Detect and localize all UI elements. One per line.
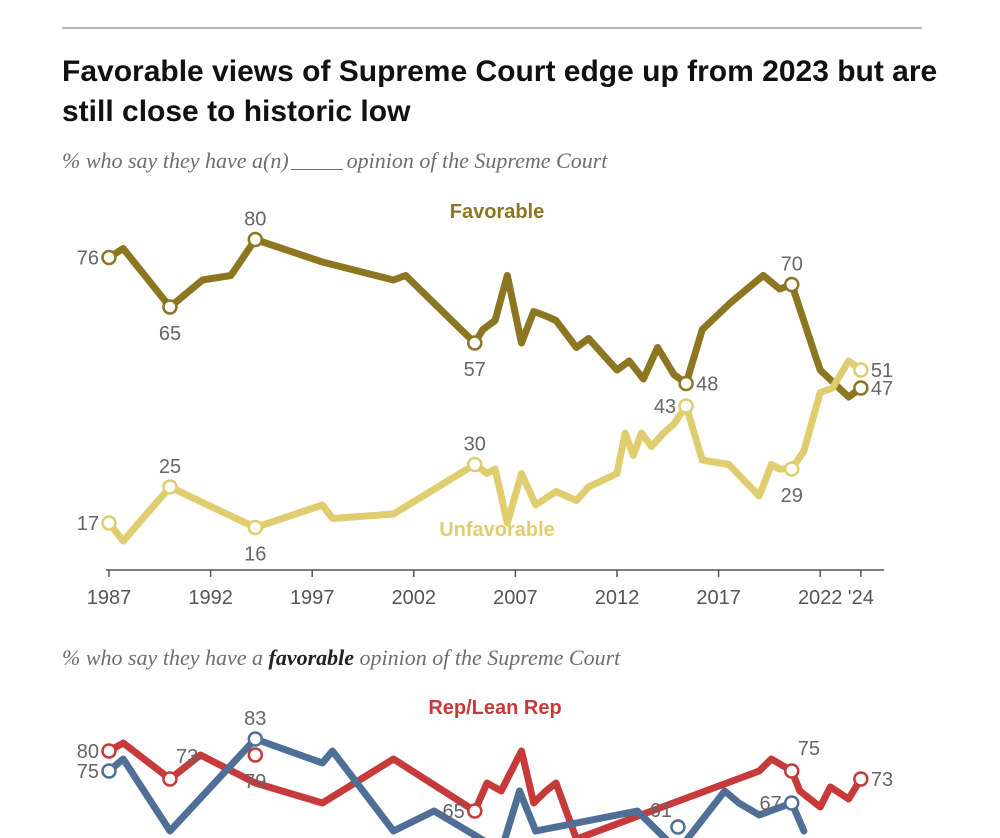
data-label-favorable: 70 — [781, 254, 803, 276]
data-point-unfavorable — [162, 479, 178, 495]
data-point-favorable — [467, 335, 483, 351]
subtitle-text-before: % who say they have a(n) — [62, 148, 289, 173]
series-line-unfavorable — [105, 357, 865, 545]
series-label-unfavorable: Unfavorable — [439, 519, 555, 541]
data-point-unfavorable — [467, 456, 483, 473]
data-point-unfavorable — [678, 398, 694, 414]
data-label-rep-lean-rep: 73 — [176, 746, 198, 768]
data-label-rep-lean-rep: 65 — [443, 801, 465, 823]
data-point-favorable — [162, 299, 178, 315]
x-tick-label: '24 — [848, 587, 874, 609]
data-label-unfavorable: 30 — [464, 434, 486, 456]
data-point-dem-lean-dem — [670, 819, 686, 835]
x-tick-label: 2022 — [798, 587, 843, 609]
data-label-unfavorable: 16 — [244, 544, 266, 566]
data-label-unfavorable: 17 — [77, 513, 99, 535]
data-point-unfavorable — [784, 461, 800, 477]
series-line-dem-lean-dem — [105, 735, 808, 838]
data-point-rep-lean-rep — [784, 763, 800, 779]
data-label-rep-lean-rep: 79 — [244, 771, 266, 793]
data-label-unfavorable: 25 — [159, 456, 181, 478]
data-point-favorable — [853, 380, 869, 396]
data-point-favorable — [678, 375, 694, 392]
data-point-rep-lean-rep — [101, 743, 117, 759]
data-label-rep-lean-rep: 73 — [871, 769, 893, 791]
data-point-unfavorable — [853, 362, 869, 378]
data-label-unfavorable: 43 — [654, 396, 676, 418]
data-label-unfavorable: 29 — [781, 485, 803, 507]
data-point-unfavorable — [247, 519, 264, 536]
chart2-subtitle: % who say they have a favorable opinion … — [62, 645, 620, 671]
x-tick-label: 1992 — [188, 587, 233, 609]
data-point-unfavorable — [101, 515, 117, 531]
x-tick-label: 2012 — [595, 587, 640, 609]
series-label-rep: Rep/Lean Rep — [428, 697, 561, 719]
x-tick-label: 2002 — [392, 587, 437, 609]
chart-title: Favorable views of Supreme Court edge up… — [62, 55, 938, 128]
data-point-favorable — [247, 231, 264, 248]
x-tick-label: 2007 — [493, 587, 538, 609]
data-point-favorable — [101, 249, 117, 266]
subtitle2-text-after: opinion of the Supreme Court — [354, 645, 621, 670]
data-label-favorable: 48 — [696, 374, 718, 396]
data-label-favorable: 80 — [244, 209, 266, 231]
data-label-dem-lean-dem: 83 — [244, 708, 266, 730]
data-label-unfavorable: 51 — [871, 360, 893, 382]
data-point-dem-lean-dem — [247, 731, 264, 747]
data-point-rep-lean-rep — [162, 771, 178, 787]
data-point-favorable — [784, 276, 800, 293]
x-tick-label: 1997 — [290, 587, 335, 609]
chart-favorability-by-party: 80 73 79 65 75 73 75 83 61 67 — [77, 708, 893, 838]
x-tick-label: 1987 — [87, 587, 132, 609]
data-point-rep-lean-rep — [467, 803, 483, 819]
data-point-dem-lean-dem — [101, 763, 117, 779]
data-label-favorable: 76 — [77, 248, 99, 270]
x-tick-label: 2017 — [696, 587, 741, 609]
data-label-favorable: 65 — [159, 323, 181, 345]
subtitle-text-after: opinion of the Supreme Court — [346, 148, 608, 173]
top-rule — [62, 27, 922, 29]
data-point-rep-lean-rep — [853, 771, 869, 787]
subtitle2-bold: favorable — [268, 645, 355, 670]
subtitle2-text-before: % who say they have a — [62, 645, 269, 670]
data-point-rep-lean-rep — [247, 747, 264, 763]
data-label-rep-lean-rep: 80 — [77, 741, 99, 763]
data-label-rep-lean-rep: 75 — [798, 738, 820, 760]
data-label-dem-lean-dem: 75 — [77, 761, 99, 783]
series-line-favorable — [105, 236, 865, 401]
data-label-favorable: 47 — [871, 378, 893, 400]
series-label-favorable: Favorable — [450, 201, 544, 223]
data-point-dem-lean-dem — [784, 795, 800, 811]
chart-subtitle: % who say they have a(n) opinion of the S… — [62, 148, 607, 174]
subtitle-blank — [290, 169, 343, 170]
data-label-favorable: 57 — [464, 359, 486, 381]
data-label-dem-lean-dem: 67 — [760, 793, 782, 815]
data-label-dem-lean-dem: 61 — [650, 800, 672, 822]
chart-favorability-overall: 1987 1992 1997 2002 2007 2012 2017 2022'24 76 65 8… — [77, 209, 893, 610]
series-line-rep-lean-rep — [105, 739, 865, 838]
